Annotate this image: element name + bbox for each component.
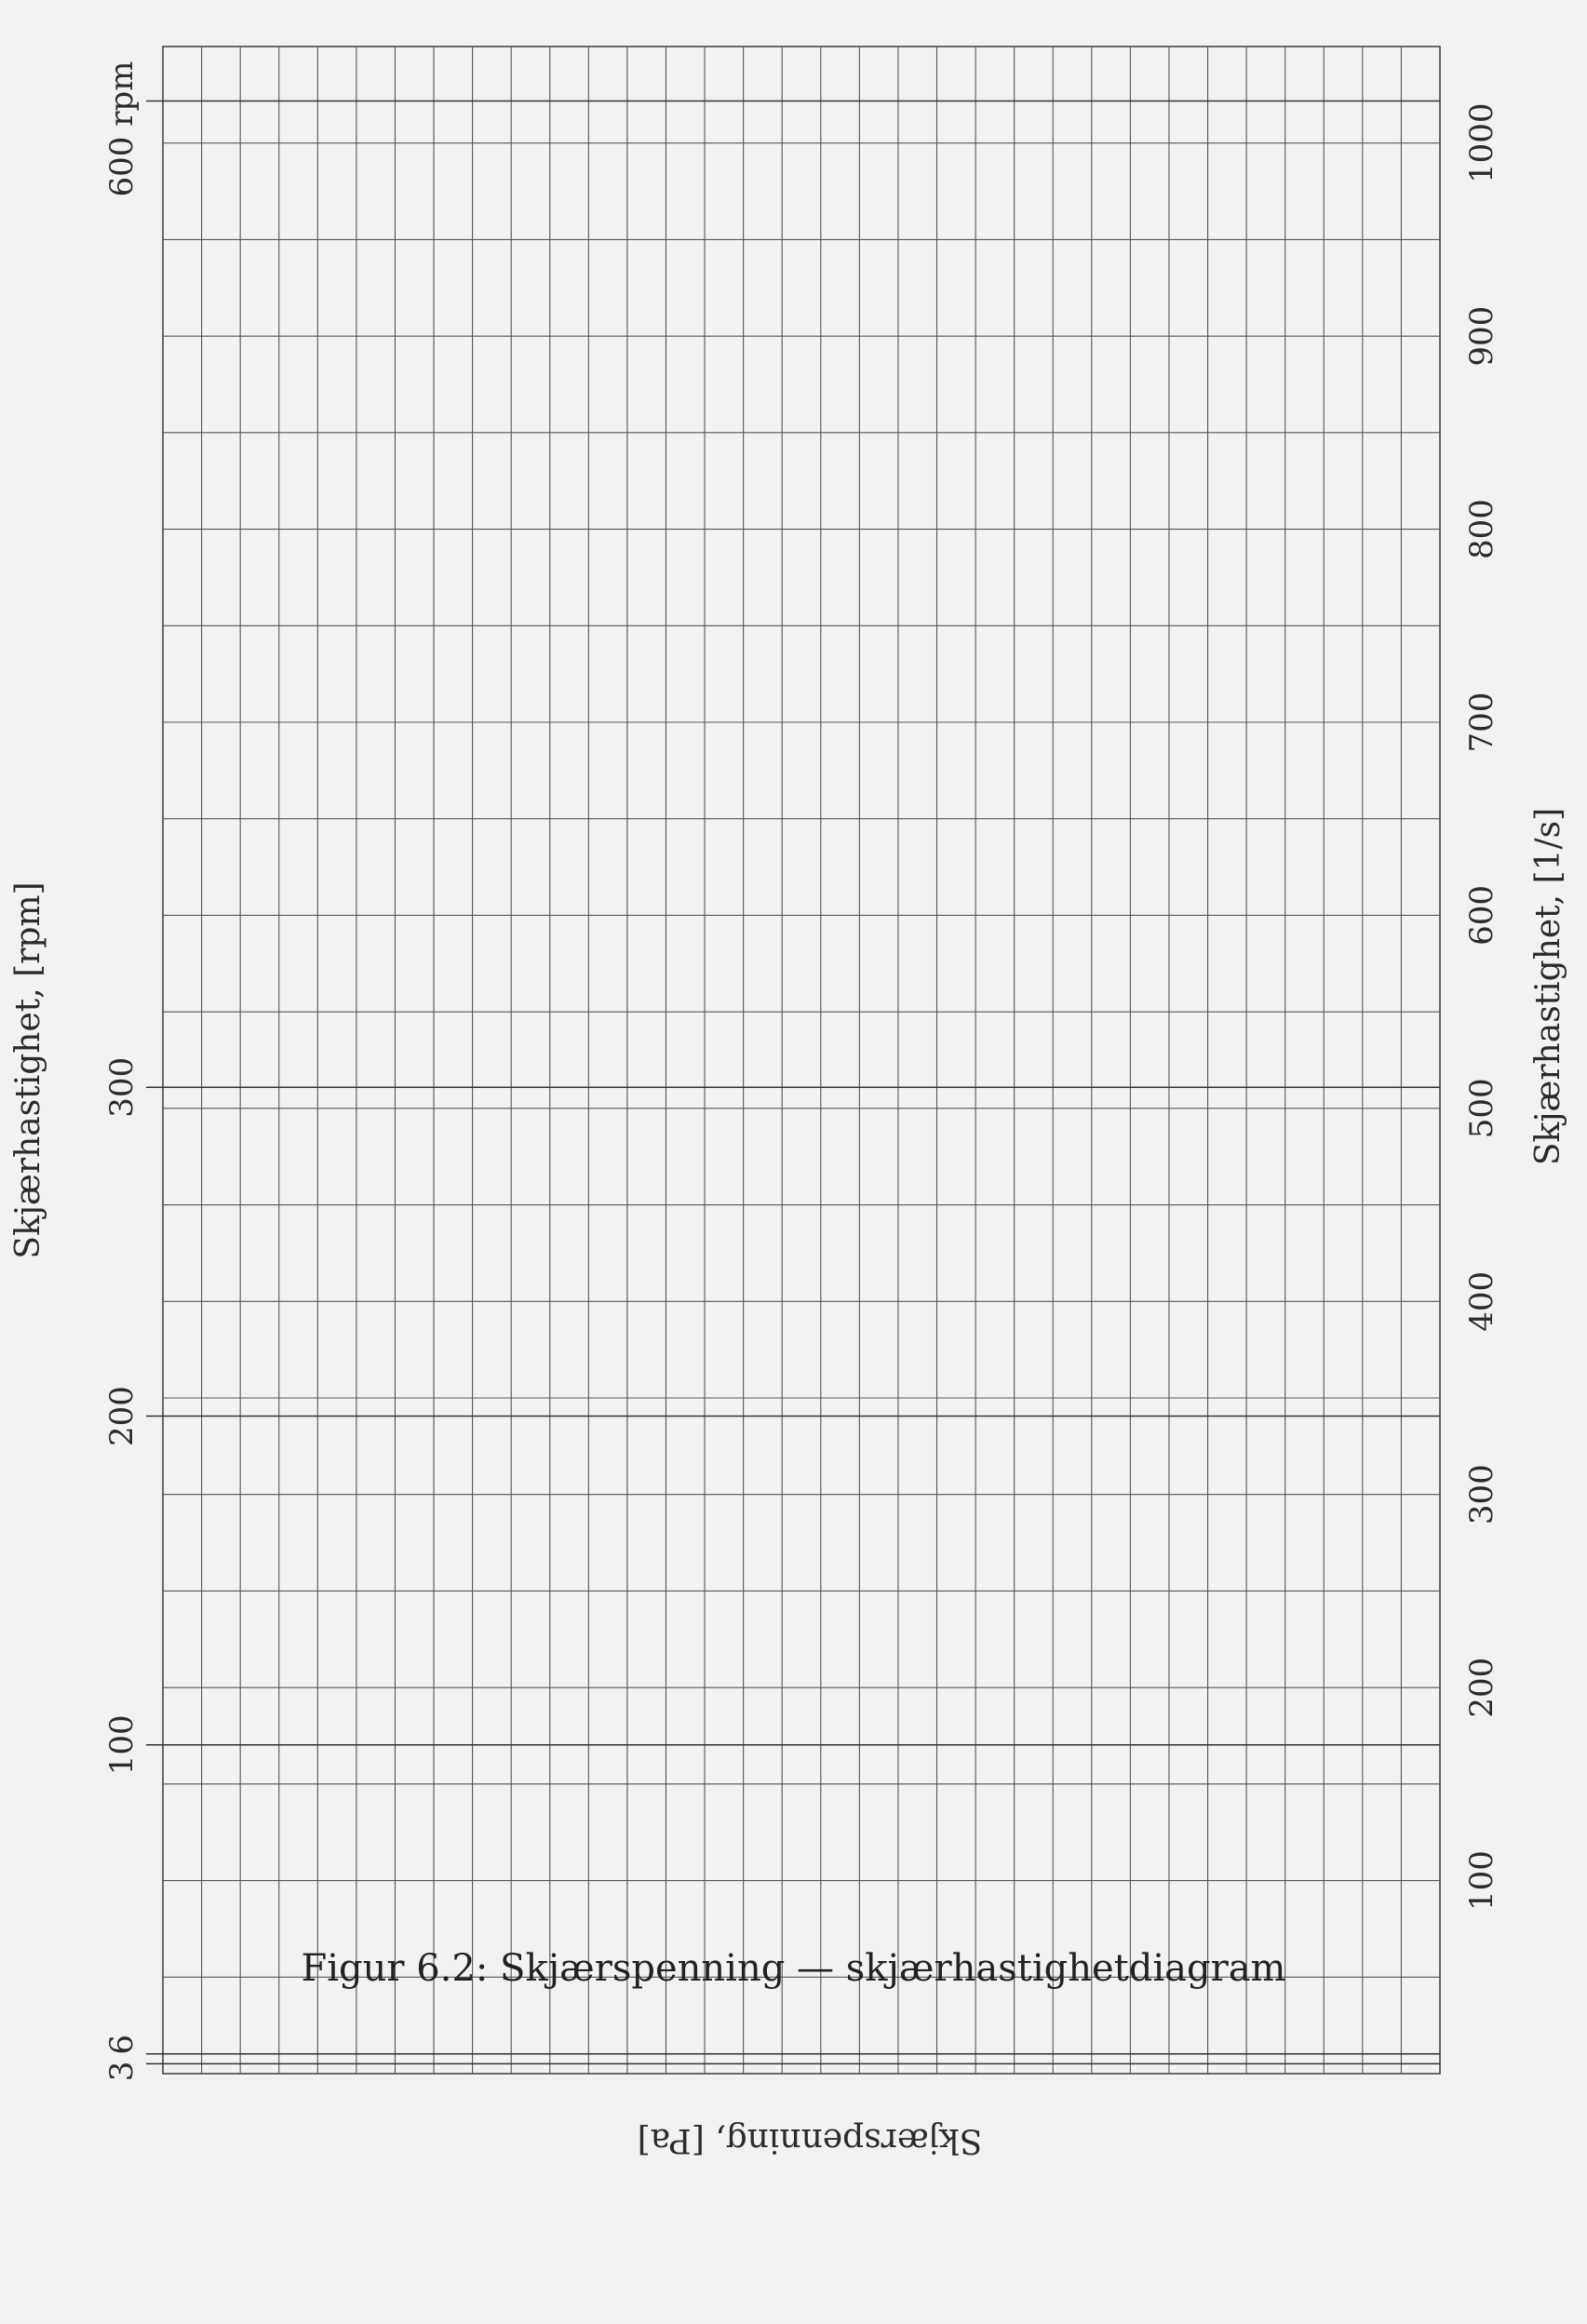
rpm-axis-label: Skjærhastighet, [rpm] [9,881,47,1258]
figure-caption: Figur 6.2: Skjærspenning — skjærhastighe… [301,1947,1286,1990]
shear-rate-tick-label: 700 [1463,692,1500,753]
rpm-tick-labels: 3 6 100 200 300 600 rpm [103,61,141,2082]
shear-rate-tick-labels: 100 200 300 400 500 600 700 800 900 1000 [1463,102,1500,1911]
shear-rate-tick-label: 800 [1463,499,1500,559]
shear-stress-axis-label: Skjærspenning, [Pa] [638,2121,983,2159]
rpm-tick-label: 6 [103,2035,141,2055]
shear-rate-tick-label: 900 [1463,306,1500,367]
shear-rate-axis-label: Skjærhastighet, [1/s] [1529,808,1567,1165]
rpm-tick-label: 200 [103,1386,141,1446]
plot-frame [162,46,1441,2075]
shear-rate-tick-label: 600 [1463,885,1500,946]
rpm-tick-label: 100 [103,1714,141,1775]
rpm-lines [146,100,1440,2065]
rpm-tick-label: 600 rpm [103,61,141,197]
shear-rate-tick-label: 400 [1463,1271,1500,1332]
shear-rate-tick-label: 100 [1463,1850,1500,1911]
shear-rate-tick-label: 1000 [1463,102,1500,183]
shear-rate-tick-label: 200 [1463,1658,1500,1718]
shear-rate-tick-label: 500 [1463,1078,1500,1138]
horizontal-grid-lines [163,142,1440,1978]
rpm-tick-label: 3 [103,2062,141,2082]
shear-rate-tick-label: 300 [1463,1464,1500,1525]
rpm-tick-label: 300 [103,1057,141,1118]
vertical-grid-lines [201,47,1402,2074]
